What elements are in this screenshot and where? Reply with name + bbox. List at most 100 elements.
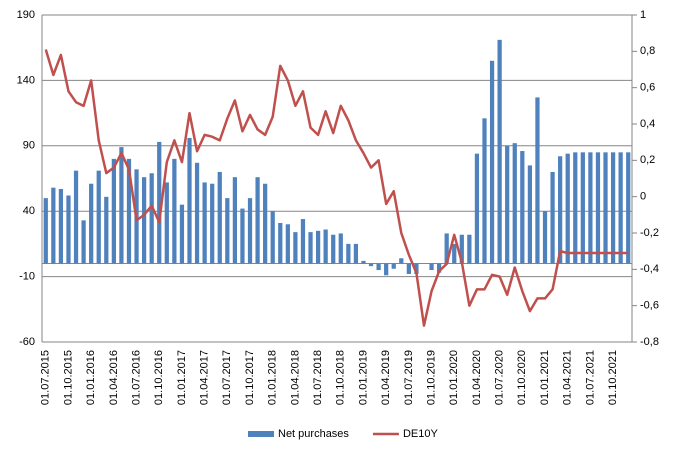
bar (618, 152, 623, 264)
bar (247, 198, 253, 264)
x-tick-label: 01.04.2019 (380, 350, 392, 405)
bar (338, 233, 343, 264)
bar (459, 234, 464, 264)
bar (43, 198, 48, 264)
x-tick-label: 01.01.2018 (267, 350, 279, 405)
bar (399, 258, 404, 264)
bar (331, 234, 336, 264)
bar (512, 143, 517, 264)
bar (270, 211, 275, 264)
x-tick-label: 01.07.2020 (494, 350, 506, 405)
bar (202, 182, 207, 264)
bar (550, 171, 555, 264)
y2-tick-label: 0,2 (640, 154, 655, 166)
bar (376, 263, 381, 271)
bar (51, 187, 56, 264)
bar (73, 170, 79, 264)
x-tick-label: 01.01.2019 (357, 350, 369, 405)
bar (588, 152, 593, 264)
bar (255, 177, 260, 264)
bar (172, 158, 177, 264)
bar (346, 243, 351, 264)
bar (580, 152, 585, 264)
y2-tick-label: -0,6 (640, 300, 659, 312)
y2-tick-label: 0,6 (640, 82, 655, 94)
bar (467, 234, 472, 264)
bar (164, 182, 169, 264)
bar (384, 263, 389, 276)
y-tick-label: 90 (23, 140, 35, 152)
bar (626, 152, 631, 264)
y2-tick-label: 0 (640, 191, 646, 203)
y2-tick-label: -0,8 (640, 336, 659, 348)
y-tick-label: 190 (17, 9, 35, 21)
bar (595, 152, 601, 264)
bar (217, 171, 222, 264)
bar (81, 220, 86, 264)
x-tick-label: 01.01.2021 (539, 350, 551, 405)
bar (141, 177, 147, 264)
x-tick-label: 01.04.2020 (471, 350, 483, 405)
bar (414, 263, 419, 274)
x-tick-label: 01.07.2019 (403, 350, 415, 405)
bar (505, 145, 510, 264)
bar (353, 243, 359, 264)
bar (126, 158, 132, 264)
x-tick-label: 01.07.2017 (221, 350, 233, 405)
bar (482, 118, 487, 264)
line (44, 49, 629, 327)
bar (89, 183, 94, 264)
y-tick-label: -60 (19, 336, 35, 348)
bar (232, 177, 238, 264)
y-tick-label: -10 (19, 271, 35, 283)
x-tick-label: 01.10.2018 (335, 350, 347, 405)
bar (300, 219, 306, 264)
x-tick-label: 01.04.2021 (562, 350, 574, 405)
bar (179, 204, 185, 264)
bar (149, 173, 154, 264)
x-tick-label: 01.04.2018 (289, 350, 301, 405)
bar (285, 224, 290, 264)
bar (542, 211, 548, 264)
x-tick-label: 01.10.2020 (516, 350, 528, 405)
x-tick-label: 01.01.2020 (448, 350, 460, 405)
bar (119, 147, 124, 264)
bar (315, 230, 321, 264)
bar (187, 137, 192, 264)
x-tick-label: 01.07.2015 (40, 350, 52, 405)
bar (157, 141, 162, 264)
x-tick-label: 01.04.2016 (108, 350, 120, 405)
y2-tick-label: 0,8 (640, 45, 655, 57)
bar (96, 170, 101, 264)
y2-tick-label: -0,2 (640, 227, 659, 239)
bar (66, 195, 71, 264)
bar (308, 232, 313, 264)
bar (610, 152, 616, 264)
bar (104, 196, 109, 264)
bar (225, 198, 230, 264)
legend-label: Net purchases (278, 428, 349, 440)
bar (527, 165, 533, 264)
x-tick-label: 01.01.2016 (85, 350, 97, 405)
bar (452, 243, 457, 264)
bar (497, 39, 502, 264)
x-tick-label: 01.07.2021 (584, 350, 596, 405)
x-tick-label: 01.10.2021 (607, 350, 619, 405)
bar (361, 260, 366, 264)
x-tick-label: 01.07.2016 (130, 350, 142, 405)
bar (323, 229, 328, 264)
bar (194, 162, 200, 264)
x-tick-label: 01.01.2017 (176, 350, 188, 405)
bar (474, 153, 480, 264)
bar (535, 97, 540, 264)
bar (293, 232, 298, 264)
bar (558, 156, 563, 264)
bar (565, 153, 570, 264)
y2-tick-label: -0,4 (640, 263, 659, 275)
x-tick-label: 01.07.2018 (312, 350, 324, 405)
x-tick-label: 01.04.2017 (199, 350, 211, 405)
y2-tick-label: 1 (640, 9, 646, 21)
bar (111, 158, 116, 264)
bar (520, 151, 525, 264)
